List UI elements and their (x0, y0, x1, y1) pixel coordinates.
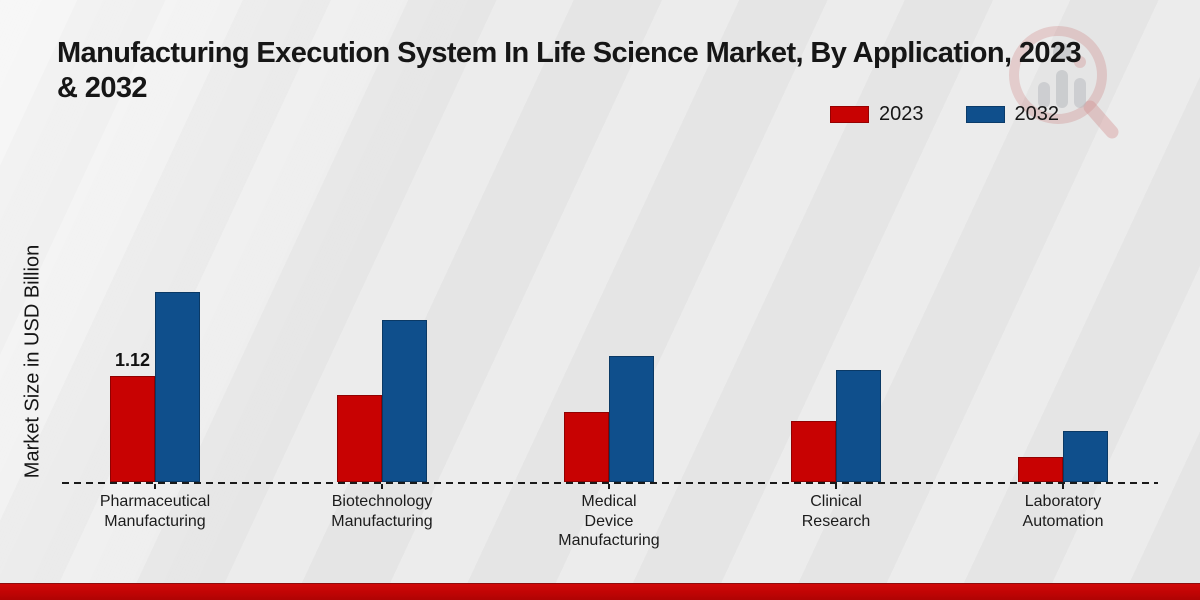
x-axis-tick (154, 484, 156, 489)
bar-2032-clinical-research (836, 370, 881, 482)
x-tick-label-medical-device-manufacturing: Medical Device Manufacturing (558, 493, 660, 549)
bar-2032-biotechnology-manufacturing (382, 320, 427, 482)
x-axis-baseline (62, 482, 1158, 484)
x-axis-tick (1062, 484, 1064, 489)
legend: 2023 2032 (830, 103, 1059, 126)
x-axis-tick (608, 484, 610, 489)
bar-2023-pharmaceutical-manufacturing (110, 376, 155, 482)
x-tick-label-clinical-research: Clinical Research (801, 493, 871, 530)
page-title-line1: Manufacturing Execution System In Life S… (57, 37, 1082, 69)
page-title: Manufacturing Execution System In Life S… (57, 36, 1200, 106)
legend-item-2032: 2032 (965, 103, 1060, 126)
bar-2023-biotechnology-manufacturing (337, 395, 382, 482)
bar-2032-pharmaceutical-manufacturing (155, 292, 200, 482)
legend-swatch-2023 (830, 106, 869, 123)
bar-2023-clinical-research (791, 421, 836, 482)
legend-swatch-2032 (965, 106, 1005, 123)
magnifier-bar-chart-logo-icon (1009, 26, 1119, 139)
legend-label-2023: 2023 (879, 103, 924, 125)
page-title-line2: & 2032 (57, 72, 148, 104)
x-tick-label-pharmaceutical-manufacturing: Pharmaceutical Manufacturing (99, 493, 211, 530)
x-tick-label-biotechnology-manufacturing: Biotechnology Manufacturing (331, 493, 433, 530)
bar-2032-medical-device-manufacturing (609, 356, 654, 482)
bar-2032-laboratory-automation (1063, 431, 1108, 482)
legend-item-2023: 2023 (830, 103, 924, 126)
bar-2023-laboratory-automation (1018, 457, 1063, 482)
bar-2023-medical-device-manufacturing (564, 412, 609, 482)
x-tick-label-laboratory-automation: Laboratory Automation (1022, 493, 1104, 530)
footer-accent-bar (0, 583, 1200, 600)
legend-label-2032: 2032 (1014, 103, 1060, 125)
x-axis-tick (835, 484, 837, 489)
x-axis-tick (381, 484, 383, 489)
bar-value-label: 1.12 (114, 350, 151, 370)
